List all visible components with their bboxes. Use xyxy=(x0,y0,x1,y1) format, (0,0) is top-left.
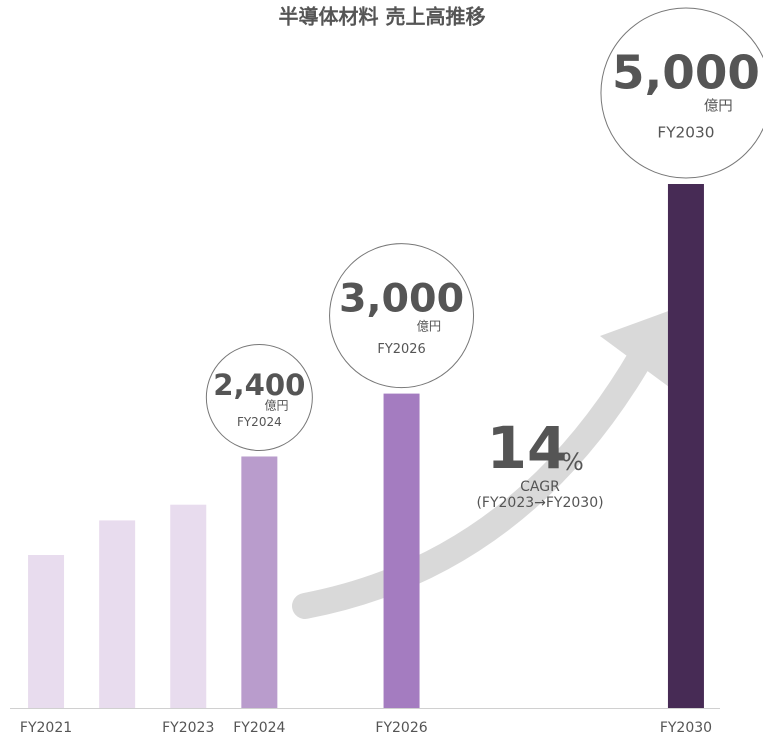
bar xyxy=(28,554,65,708)
bar xyxy=(241,456,278,708)
bubble-year: FY2030 xyxy=(657,123,714,141)
bubble-year: FY2024 xyxy=(237,415,282,429)
bar xyxy=(170,504,207,708)
cagr-label: CAGR xyxy=(520,479,560,495)
x-tick-label: FY2023 xyxy=(162,720,214,736)
x-tick-label: FY2024 xyxy=(233,720,285,736)
bubble-year: FY2026 xyxy=(377,342,425,357)
arrow-shaft xyxy=(292,342,655,619)
value-label: 3,000 xyxy=(339,276,464,322)
cagr-period: (FY2023→FY2030) xyxy=(476,495,603,511)
bar xyxy=(99,520,136,708)
value-label: 2,400 xyxy=(213,368,305,402)
chart-title: 半導体材料 売上高推移 xyxy=(279,5,486,29)
value-bubble xyxy=(205,343,313,451)
value-bubble xyxy=(600,7,763,179)
bar xyxy=(383,393,420,708)
x-tick-label: FY2030 xyxy=(660,720,712,736)
x-tick-label: FY2021 xyxy=(20,720,72,736)
value-label: 5,000 xyxy=(612,47,760,101)
value-unit: 億円 xyxy=(704,98,733,115)
bar xyxy=(667,184,704,708)
cagr-value: 14 xyxy=(487,414,568,482)
x-tick-label: FY2026 xyxy=(375,720,427,736)
value-bubble xyxy=(329,243,475,389)
value-unit: 億円 xyxy=(264,398,288,412)
cagr-unit: % xyxy=(561,448,584,476)
value-unit: 億円 xyxy=(417,320,441,334)
